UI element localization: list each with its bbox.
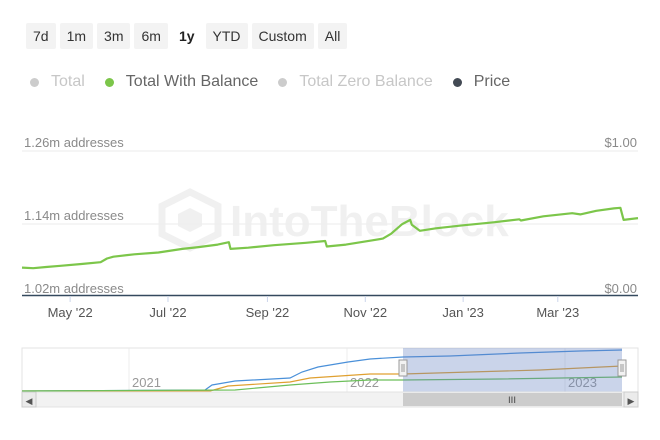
chart-legend: Total Total With Balance Total Zero Bala…: [30, 73, 530, 91]
watermark-logo-icon: [158, 188, 222, 252]
x-tick-label: Jan '23: [442, 305, 484, 320]
legend-dot-price: [452, 77, 462, 87]
legend-item-total-zero-balance[interactable]: Total Zero Balance: [278, 73, 433, 91]
range-button-3m[interactable]: 3m: [97, 23, 131, 49]
legend-item-price[interactable]: Price: [452, 73, 511, 91]
legend-label-total-with-balance: Total With Balance: [125, 73, 259, 90]
y-tick-right-top: $1.00: [604, 135, 637, 150]
legend-dot-total-zero-balance: [278, 77, 288, 87]
legend-label-total-zero-balance: Total Zero Balance: [299, 73, 433, 90]
series-line-total-with-balance: [21, 206, 639, 270]
legend-item-total-with-balance[interactable]: Total With Balance: [104, 73, 259, 91]
scrollbar-left-button[interactable]: [21, 391, 37, 408]
legend-label-total: Total: [51, 73, 85, 90]
watermark-text: IntoTheBlock: [230, 197, 509, 246]
x-tick-label: Mar '23: [536, 305, 579, 320]
y-tick-left-mid: 1.14m addresses: [24, 208, 124, 223]
legend-label-price: Price: [473, 73, 511, 90]
scroll-right-arrow-icon: ▶: [628, 397, 635, 407]
navigator-selection-mask[interactable]: [403, 348, 622, 392]
navigator-line-orange: [22, 365, 623, 392]
scrollbar-right-button[interactable]: [623, 391, 639, 408]
range-button-ytd[interactable]: YTD: [205, 23, 248, 49]
scrollbar-thumb[interactable]: [403, 393, 622, 406]
x-tick-label: May '22: [48, 305, 93, 320]
range-button-1y[interactable]: 1y: [171, 23, 202, 49]
scrollbar-thumb-grip: III: [508, 396, 516, 406]
navigator-label-2023: 2023: [568, 375, 597, 390]
legend-dot-total: [30, 77, 39, 87]
navigator-line-blue: [21, 349, 623, 392]
legend-item-total[interactable]: Total: [30, 73, 85, 91]
scrollbar: ◀ III ▶: [21, 391, 639, 408]
navigator-label-2021: 2021: [132, 375, 161, 390]
range-selector: 7d 1m 3m 6m 1y YTD Custom All: [26, 23, 348, 49]
navigator-line-green: [21, 376, 623, 392]
y-tick-right-bottom: $0.00: [604, 281, 637, 296]
range-button-7d[interactable]: 7d: [26, 23, 56, 49]
range-button-all[interactable]: All: [317, 23, 348, 49]
range-button-1m[interactable]: 1m: [59, 23, 94, 49]
range-button-custom[interactable]: Custom: [251, 23, 314, 49]
legend-dot-total-with-balance: [104, 77, 114, 87]
y-tick-left-top: 1.26m addresses: [24, 135, 124, 150]
x-tick-label: Nov '22: [343, 305, 387, 320]
x-axis-ticks: May '22 Jul '22 Sep '22 Nov '22 Jan '23 Mar '…: [48, 296, 579, 320]
navigator-right-handle[interactable]: [617, 359, 627, 377]
navigator-label-2022: 2022: [350, 375, 379, 390]
range-button-6m[interactable]: 6m: [134, 23, 168, 49]
y-tick-left-bottom: 1.02m addresses: [24, 281, 124, 296]
x-tick-label: Jul '22: [149, 305, 186, 320]
navigator-left-handle[interactable]: [398, 359, 408, 377]
scroll-left-arrow-icon: ◀: [26, 397, 33, 407]
watermark: IntoTheBlock: [158, 188, 509, 252]
x-tick-label: Sep '22: [246, 305, 290, 320]
navigator: 2021 2022 2023: [21, 347, 639, 393]
